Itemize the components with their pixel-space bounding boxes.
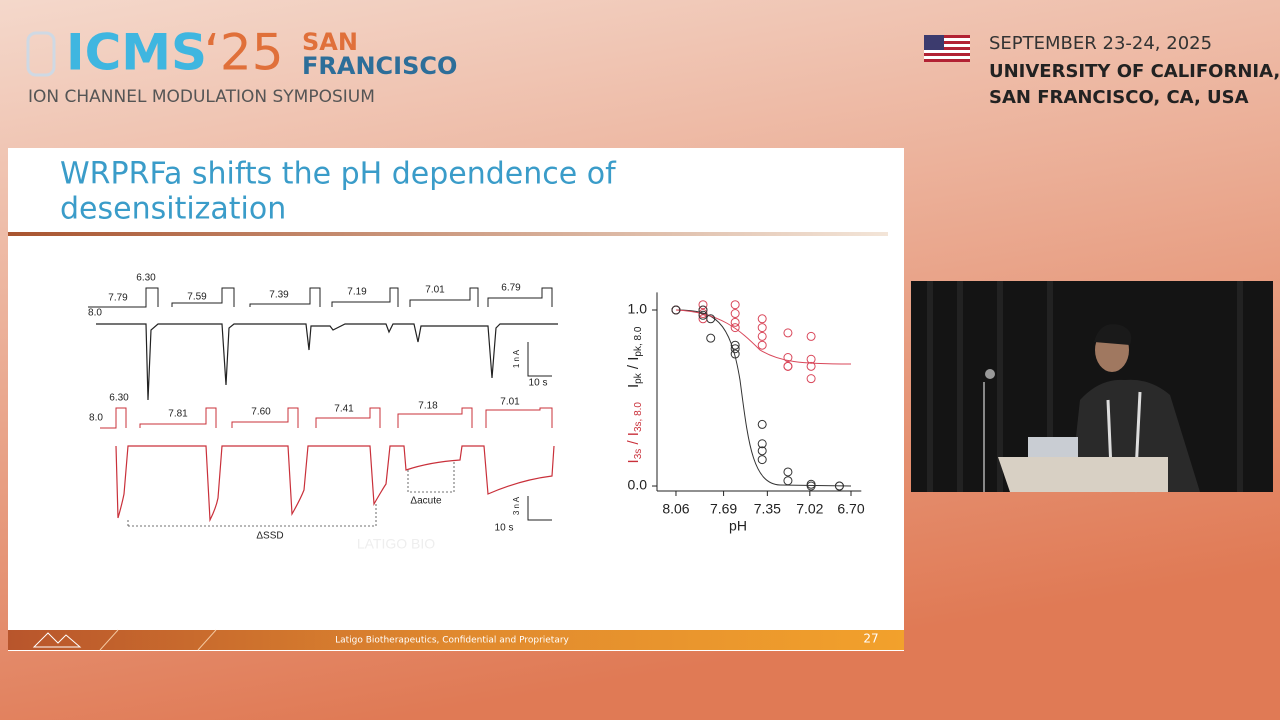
scale-label: 3 n A xyxy=(512,496,521,515)
data-point xyxy=(757,439,767,449)
footer-logo xyxy=(32,632,82,648)
footer-text: Latigo Biotherapeutics, Confidential and… xyxy=(335,636,569,646)
data-point xyxy=(730,349,740,359)
logo-main: ICMS xyxy=(66,24,207,82)
data-point xyxy=(698,305,708,315)
x-tick-label: 7.69 xyxy=(710,501,737,517)
ph-label: 7.39 xyxy=(269,290,289,301)
data-point xyxy=(706,314,716,324)
ph-label: 7.41 xyxy=(334,404,354,415)
data-point xyxy=(757,323,767,333)
footer-bar xyxy=(8,630,904,650)
data-point xyxy=(698,300,708,310)
logo-city: SAN xyxy=(302,28,358,56)
data-point xyxy=(730,323,740,333)
ph-label: 6.30 xyxy=(136,273,156,284)
y-axis-label: I3s / I3s, 8.0Ipk / Ipk, 8.0 xyxy=(625,326,644,463)
ph-label: 8.0 xyxy=(88,308,102,319)
data-point xyxy=(757,455,767,465)
venue: UNIVERSITY OF CALIFORNIA, xyxy=(989,61,1280,82)
data-point xyxy=(757,446,767,456)
data-point xyxy=(730,300,740,310)
y-tick-label: 1.0 xyxy=(628,301,648,317)
data-point xyxy=(730,340,740,350)
ph-label: 6.30 xyxy=(109,393,129,404)
ph-label: 7.59 xyxy=(187,292,207,303)
title-rule xyxy=(8,232,888,236)
data-point xyxy=(671,305,681,315)
scatter-chart: 0.0 1.0 8.06 7.69 7.35 7.02 6.70 xyxy=(628,292,865,517)
delta-label: Δacute xyxy=(410,496,442,507)
data-point xyxy=(698,310,708,320)
scale-label: 10 s xyxy=(529,378,548,389)
data-point xyxy=(806,354,816,364)
ph-label: 7.79 xyxy=(108,293,128,304)
slide-title: desensitization xyxy=(60,192,286,227)
us-flag xyxy=(924,35,970,62)
data-point xyxy=(783,467,793,477)
data-point xyxy=(834,481,844,491)
ph-label: 7.81 xyxy=(168,409,188,420)
scale-label: 1 n A xyxy=(512,349,521,368)
watermark: LATIGO BIO xyxy=(357,536,435,552)
ph-label: 7.19 xyxy=(347,287,367,298)
data-point xyxy=(783,361,793,371)
delta-label: ΔSSD xyxy=(256,531,283,542)
ph-label: 8.0 xyxy=(89,413,103,424)
slide xyxy=(8,148,904,651)
data-point xyxy=(730,317,740,327)
footer-decoration xyxy=(99,629,217,651)
date: SEPTEMBER 23-24, 2025 xyxy=(989,33,1212,54)
data-point xyxy=(783,328,793,338)
venue: SAN FRANCISCO, CA, USA xyxy=(989,87,1249,108)
data-point xyxy=(757,419,767,429)
data-point xyxy=(783,353,793,363)
data-point xyxy=(730,309,740,319)
ph-label: 7.01 xyxy=(425,285,445,296)
logo-icon xyxy=(26,31,56,77)
data-point xyxy=(806,481,816,491)
page-number: 27 xyxy=(863,632,878,646)
ph-label: 6.79 xyxy=(501,283,521,294)
data-point xyxy=(757,314,767,324)
scale-bar xyxy=(527,496,552,521)
ph-label: 7.60 xyxy=(251,407,271,418)
logo-year: ‘25 xyxy=(204,24,284,82)
x-axis-label: pH xyxy=(729,518,747,534)
current-trace xyxy=(96,323,558,401)
data-point xyxy=(783,476,793,486)
x-tick-label: 8.06 xyxy=(662,501,689,517)
logo-city: FRANCISCO xyxy=(302,52,457,80)
scale-bar xyxy=(527,342,552,377)
subtitle: ION CHANNEL MODULATION SYMPOSIUM xyxy=(28,87,375,107)
data-point xyxy=(757,340,767,350)
speaker-video xyxy=(911,281,1273,493)
x-tick-label: 7.35 xyxy=(754,501,781,517)
y-tick-label: 0.0 xyxy=(628,477,648,493)
stimulus-protocol xyxy=(100,407,553,429)
ph-label: 7.01 xyxy=(500,397,520,408)
data-point xyxy=(730,344,740,354)
scale-label: 10 s xyxy=(495,523,514,534)
data-point xyxy=(806,331,816,341)
data-point xyxy=(706,333,716,343)
data-point xyxy=(806,374,816,384)
x-tick-label: 7.02 xyxy=(796,501,823,517)
slide-title: WRPRFa shifts the pH dependence of xyxy=(60,157,617,192)
current-trace xyxy=(115,445,555,523)
guide-lines xyxy=(127,460,455,527)
x-tick-label: 6.70 xyxy=(837,501,864,517)
stimulus-protocol xyxy=(88,287,553,308)
ph-label: 7.18 xyxy=(418,401,438,412)
data-point xyxy=(757,331,767,341)
data-point xyxy=(806,361,816,371)
